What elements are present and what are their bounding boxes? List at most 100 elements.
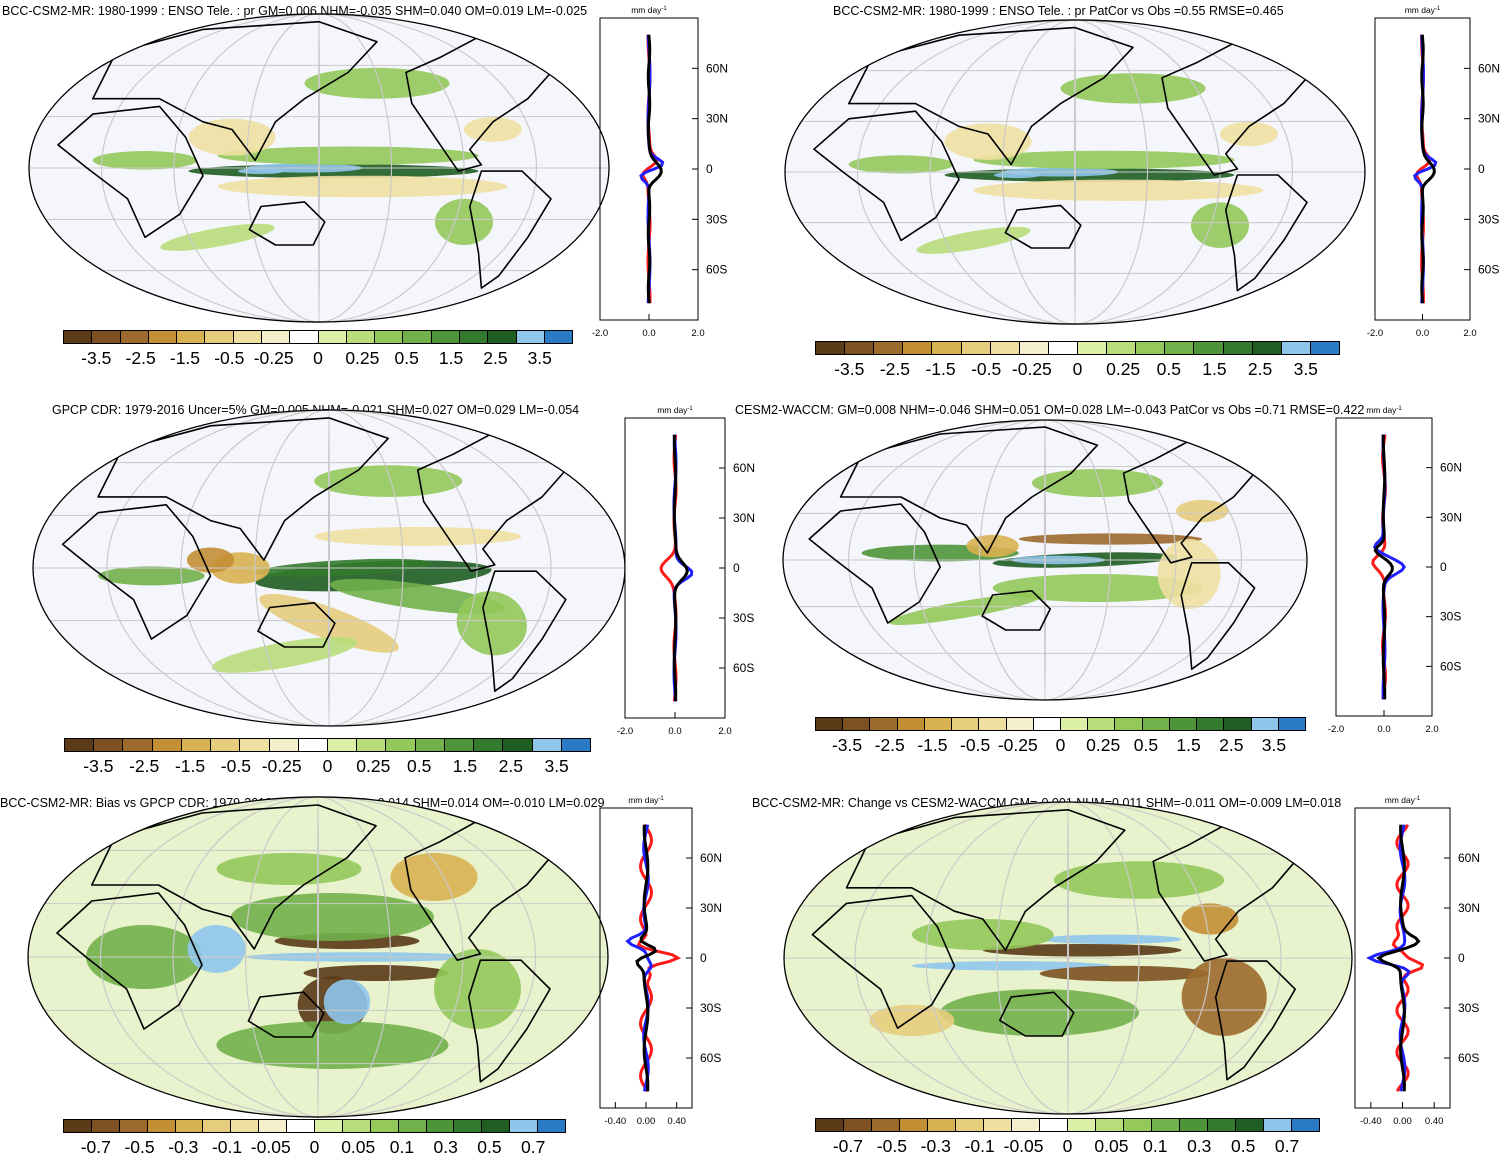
field-anomaly-patch: [1060, 73, 1206, 104]
latitude-tick-label: 60S: [1440, 659, 1461, 673]
colorbar-swatch: [1165, 342, 1195, 354]
field-anomaly-patch: [92, 151, 198, 170]
coastline-eurasia: [845, 809, 1126, 951]
colorbar-swatch: [1088, 718, 1116, 730]
colorbar-swatch: [503, 739, 533, 751]
colorbar-swatches: [815, 341, 1340, 355]
colorbar-swatch: [816, 342, 846, 354]
field-anomaly-patch: [1181, 958, 1267, 1036]
latitude-tick-label: 60N: [733, 461, 755, 475]
colorbar-swatch: [488, 331, 517, 343]
profile-line-black: [635, 824, 658, 1092]
field-anomaly-patch: [217, 175, 508, 198]
colorbar-swatch: [233, 331, 262, 343]
value-tick-label: 0.0: [1416, 328, 1429, 339]
field-anomaly-patch: [435, 198, 493, 245]
colorbar-label: -1.5: [925, 359, 956, 379]
colorbar-swatch: [903, 342, 933, 354]
coastline-africa: [57, 105, 204, 239]
map-outline: [784, 19, 1366, 325]
colorbar-label: 0.5: [477, 1137, 502, 1157]
latitude-tick-label: 0: [733, 561, 740, 575]
profile-line-blue: [1365, 824, 1411, 1092]
field-anomaly-patch: [911, 961, 1111, 971]
colorbar-swatch: [64, 331, 93, 343]
colorbar-label: -3.5: [831, 735, 863, 755]
colorbar-label: -0.5: [220, 756, 251, 776]
colorbar-swatch: [287, 1120, 316, 1132]
colorbar-swatch: [1048, 342, 1078, 354]
colorbar-swatch: [1068, 1119, 1096, 1131]
colorbar-label: -0.7: [80, 1137, 111, 1157]
colorbar-label: -0.3: [168, 1137, 199, 1157]
colorbar-swatch: [510, 1120, 539, 1132]
colorbar-label: -0.25: [1011, 359, 1052, 379]
colorbar-swatch: [924, 718, 953, 730]
colorbar-swatch: [816, 718, 844, 730]
profile-line-red: [636, 823, 682, 1093]
field-anomaly-patch: [186, 547, 235, 573]
latitude-tick-label: 30N: [733, 511, 755, 525]
colorbar-swatch: [844, 1119, 872, 1131]
colorbar-swatch: [961, 342, 991, 354]
value-tick-label: 0.00: [637, 1116, 656, 1127]
latitude-tick-label: 0: [1478, 162, 1485, 176]
graticule: [33, 410, 625, 726]
colorbar-label: -0.7: [832, 1136, 863, 1156]
colorbar-label: 1.5: [1202, 359, 1227, 379]
colorbar-swatch: [482, 1120, 511, 1132]
latitude-tick-label: 0: [700, 951, 707, 965]
colorbar-swatch: [181, 739, 212, 751]
value-tick-label: 0.0: [668, 726, 681, 737]
colorbar-swatch: [177, 331, 206, 343]
colorbar-label: -3.5: [834, 359, 865, 379]
graticule: [783, 420, 1307, 700]
colorbar-swatch: [1264, 1119, 1292, 1131]
colorbar-swatch: [1251, 718, 1279, 730]
coastline-australia: [1004, 204, 1082, 249]
field-anomaly-patch: [188, 118, 276, 156]
colorbar-swatch: [474, 739, 504, 751]
field-anomaly-patch: [1053, 861, 1225, 899]
colorbar-swatch: [415, 739, 445, 751]
coastline-australia: [999, 991, 1075, 1037]
colorbar-label: -0.1: [211, 1137, 243, 1157]
colorbar-label: 0: [1055, 735, 1066, 755]
colorbar-swatch: [1292, 1119, 1319, 1131]
latitude-tick-label: 60S: [1458, 1051, 1479, 1065]
value-tick-label: 0.40: [1425, 1116, 1444, 1127]
colorbar-swatch: [318, 331, 347, 343]
field-anomaly-patch: [993, 172, 1041, 179]
field-anomaly-patch: [973, 150, 1235, 169]
value-tick-label: 0.00: [1393, 1116, 1412, 1127]
colorbar-label: 0.3: [1187, 1136, 1212, 1156]
field-anomaly-patch: [216, 1021, 449, 1069]
latitude-tick-label: 30S: [700, 1001, 721, 1015]
colorbar-label: 0.25: [1106, 359, 1141, 379]
value-tick-label: 2.0: [1425, 724, 1438, 735]
colorbar-label: 0: [309, 1137, 320, 1157]
colorbar-label: 0: [1062, 1136, 1073, 1156]
field-anomaly-patch: [237, 168, 285, 175]
colorbar-swatch: [403, 331, 432, 343]
colorbar-swatch: [1310, 342, 1339, 354]
coastline-africa: [61, 504, 212, 640]
colorbar-swatch: [538, 1120, 566, 1132]
field-anomaly-patch: [314, 526, 522, 546]
coastline-eurasia: [91, 804, 377, 950]
colorbar-swatch: [900, 1119, 928, 1131]
latitude-tick-label: 30S: [1478, 212, 1499, 226]
colorbar-label: 0.5: [394, 348, 419, 368]
value-tick-label: -0.40: [605, 1116, 627, 1127]
colorbar-label: 0.05: [1094, 1136, 1129, 1156]
profile-line-black: [672, 434, 689, 702]
profile-units: mm day-1: [657, 405, 693, 415]
colorbar-label: 0.25: [356, 756, 391, 776]
profile-units: mm day-1: [1385, 795, 1421, 805]
colorbar-swatch: [342, 1120, 371, 1132]
colorbar-swatch: [240, 739, 270, 751]
colorbar-label: 0.5: [406, 756, 432, 776]
